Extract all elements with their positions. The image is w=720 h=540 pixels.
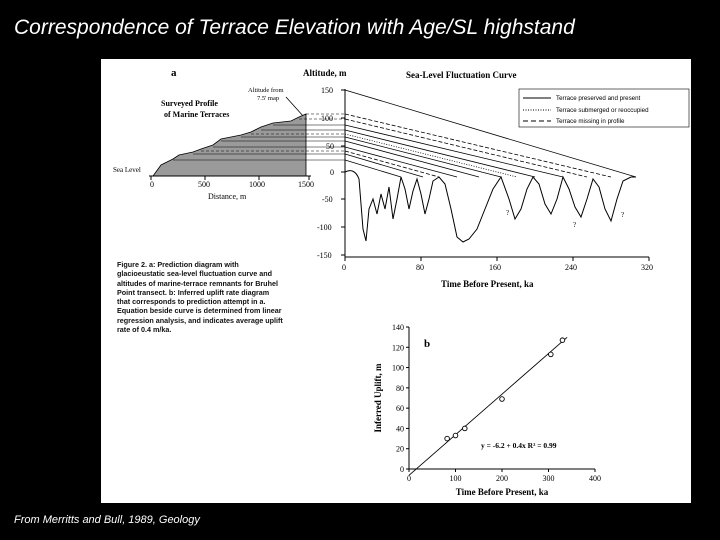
data-point [499, 396, 505, 402]
altitude-pointer [285, 96, 305, 118]
data-point [444, 435, 450, 442]
distance-tick-label: 1500 [298, 180, 314, 189]
y-tick-label: 140 [392, 323, 404, 332]
panel-a-label: a [171, 67, 177, 79]
distance-tick-label: 0 [150, 180, 154, 189]
sea-level-curve [344, 170, 636, 243]
time-ticks [344, 257, 650, 261]
distance-tick-label: 500 [198, 180, 210, 189]
y-tick-label: 0 [400, 465, 404, 474]
legend-box: Terrace preserved and present Terrace su… [518, 88, 690, 128]
altitude-from-line2: 7.5' map [257, 95, 279, 102]
y-tick-label: 40 [396, 424, 404, 433]
altitude-ticks [341, 89, 345, 256]
data-point [462, 425, 468, 432]
y-tick-label: 80 [396, 384, 404, 393]
question-mark: ? [573, 221, 576, 229]
altitude-tick-label: 100 [321, 114, 333, 123]
panel-b-label: b [424, 338, 430, 350]
legend-entry: Terrace preserved and present [556, 95, 641, 102]
altitude-tick-label: -100 [317, 223, 332, 232]
distance-tick-label: 1000 [249, 180, 265, 189]
sea-level-label: Sea Level [113, 166, 141, 174]
figure-caption: Figure 2. a: Prediction diagram with gla… [117, 260, 283, 335]
x-tick-label: 0 [407, 474, 411, 483]
y-tick-label: 120 [392, 343, 404, 352]
altitude-tick-label: -50 [322, 195, 333, 204]
time-tick-label: 0 [342, 263, 346, 272]
legend-entry: Terrace missing in profile [556, 118, 625, 125]
x-tick-label: 300 [543, 474, 555, 483]
data-point [559, 337, 566, 343]
altitude-tick-label: 50 [326, 142, 334, 151]
altitude-tick-label: -150 [317, 251, 332, 260]
slide-title: Correspondence of Terrace Elevation with… [14, 16, 575, 39]
data-point [548, 351, 554, 358]
y-tick-label: 20 [396, 445, 404, 454]
time-tick-label: 320 [641, 263, 653, 272]
profile-title-line2: of Marine Terraces [164, 110, 229, 119]
altitude-tick-label: 0 [330, 168, 334, 177]
x-tick-label: 400 [589, 474, 601, 483]
terrace-profile [152, 113, 307, 177]
x-tick-label: 100 [450, 474, 462, 483]
distance-axis-label: Distance, m [208, 192, 247, 201]
curve-title: Sea-Level Fluctuation Curve [406, 70, 517, 80]
x-axis-label: Time Before Present, ka [456, 487, 549, 497]
altitude-tick-label: 150 [321, 86, 333, 95]
source-credit: From Merritts and Bull, 1989, Geology [14, 514, 200, 526]
terrace-guide-lines [173, 113, 345, 161]
figure-graphics: a Surveyed Profile of Marine Terraces Al… [113, 67, 690, 497]
y-axis-label: Inferred Uplift, m [373, 363, 383, 433]
regression-equation: y = -6.2 + 0.4x R² = 0.99 [481, 441, 557, 450]
time-tick-label: 160 [489, 263, 501, 272]
data-point [452, 432, 459, 439]
uplift-chart: 0 100 200 300 400 0 20 40 60 80 100 120 140 Time Befo… [373, 323, 601, 497]
y-tick-label: 60 [396, 404, 404, 413]
y-tick-label: 100 [392, 364, 404, 373]
correlation-lines [344, 89, 637, 178]
time-axis-label: Time Before Present, ka [441, 279, 534, 289]
profile-title-line1: Surveyed Profile [161, 99, 218, 108]
figure-panel: a Surveyed Profile of Marine Terraces Al… [101, 59, 691, 503]
question-mark: ? [621, 211, 624, 219]
altitude-axis-label: Altitude, m [303, 68, 347, 78]
x-tick-label: 200 [496, 474, 508, 483]
legend-entry: Terrace submerged or reoccupied [556, 107, 649, 114]
time-tick-label: 240 [565, 263, 577, 272]
question-mark: ? [506, 209, 509, 217]
regression-line [408, 337, 568, 476]
altitude-from-line1: Altitude from [248, 87, 284, 94]
time-tick-label: 80 [416, 263, 424, 272]
